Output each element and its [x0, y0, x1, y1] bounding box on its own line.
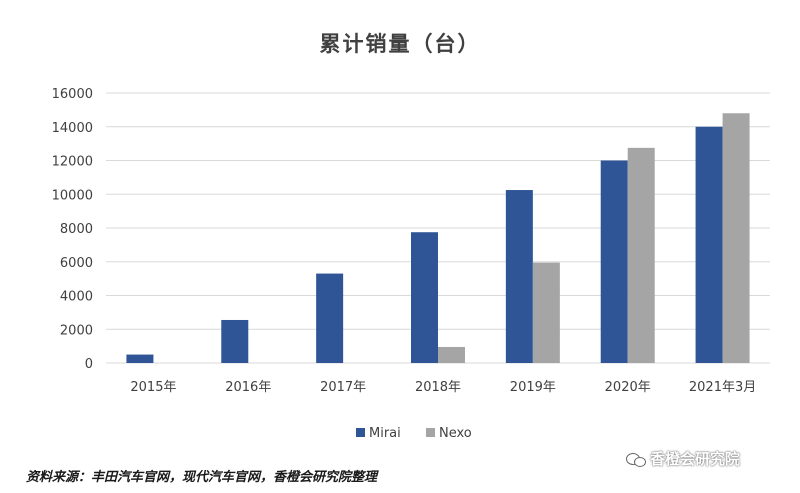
- y-tick-label: 8000: [60, 222, 93, 237]
- gridlines: [106, 92, 770, 364]
- y-tick-label: 0: [85, 357, 93, 372]
- legend-swatch-nexo: [426, 428, 435, 437]
- bar-nexo: [722, 113, 750, 363]
- watermark: 香橙会研究院: [626, 448, 740, 469]
- bar-mirai: [221, 319, 249, 363]
- bar-mirai: [505, 190, 533, 363]
- y-axis: 0 2000 4000 6000 8000 10000 12000 14000 16000: [52, 87, 93, 372]
- legend-label-mirai: Mirai: [369, 426, 401, 441]
- x-tick-label: 2019年: [510, 380, 556, 395]
- y-tick-label: 14000: [52, 121, 93, 136]
- x-tick-label: 2021年3月: [689, 380, 756, 395]
- y-tick-label: 6000: [60, 256, 93, 271]
- x-tick-label: 2015年: [130, 380, 176, 395]
- bar-nexo: [627, 147, 655, 363]
- source-note: 资料来源：丰田汽车官网，现代汽车官网，香橙会研究院整理: [26, 470, 378, 485]
- bars: [126, 113, 750, 363]
- bar-nexo: [438, 346, 465, 363]
- legend-label-nexo: Nexo: [439, 426, 472, 441]
- y-tick-label: 16000: [52, 87, 93, 102]
- wechat-icon: [626, 451, 646, 467]
- legend-swatch-mirai: [356, 428, 365, 437]
- x-tick-label: 2017年: [320, 380, 366, 395]
- bar-mirai: [126, 354, 154, 363]
- bar-mirai: [411, 232, 438, 363]
- y-tick-label: 12000: [52, 155, 93, 170]
- legend: Mirai Nexo: [356, 426, 472, 441]
- x-tick-label: 2016年: [225, 380, 271, 395]
- y-tick-label: 4000: [60, 290, 93, 305]
- x-tick-label: 2020年: [605, 380, 651, 395]
- bar-mirai: [316, 273, 344, 363]
- chart-title: 累计销量（台）: [320, 31, 481, 56]
- bar-mirai: [695, 126, 723, 363]
- bar-nexo: [532, 262, 560, 363]
- y-tick-label: 2000: [60, 323, 93, 338]
- bar-mirai: [600, 160, 628, 363]
- watermark-text: 香橙会研究院: [650, 450, 741, 468]
- x-axis: 2015年 2016年 2017年 2018年 2019年 2020年 2021年3月: [130, 380, 756, 395]
- y-tick-label: 10000: [52, 188, 93, 203]
- x-tick-label: 2018年: [415, 380, 461, 395]
